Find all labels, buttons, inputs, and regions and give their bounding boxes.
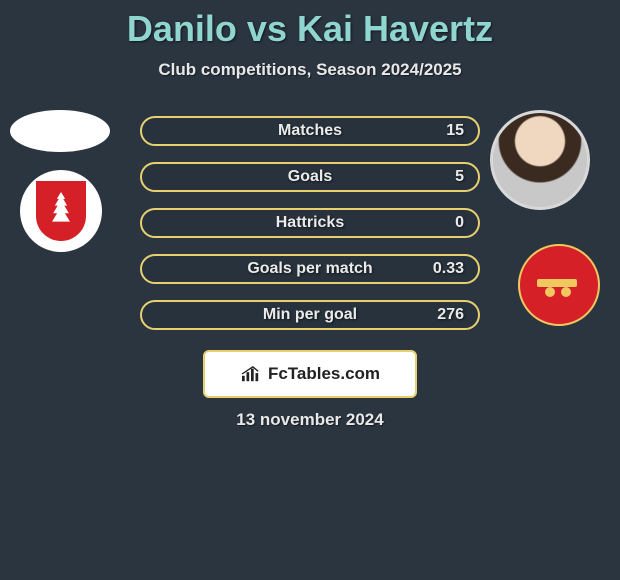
brand-box[interactable]: FcTables.com: [203, 350, 417, 398]
stat-row: Goals per match0.33: [140, 254, 480, 284]
stat-row: Goals5: [140, 162, 480, 192]
stat-value-right: 15: [446, 122, 464, 140]
arsenal-cannon-icon: [535, 275, 583, 295]
player-right-avatar: [490, 110, 590, 210]
page-subtitle: Club competitions, Season 2024/2025: [0, 60, 620, 80]
stat-label: Min per goal: [156, 306, 464, 324]
page-title: Danilo vs Kai Havertz: [0, 0, 620, 50]
stat-value-right: 276: [437, 306, 464, 324]
stat-label: Goals per match: [156, 260, 464, 278]
stat-row: Min per goal276: [140, 300, 480, 330]
forest-shield: [36, 181, 86, 241]
brand-chart-icon: [240, 365, 262, 383]
brand-text: FcTables.com: [268, 364, 380, 384]
forest-tree-icon: [47, 192, 75, 230]
stat-label: Matches: [156, 122, 464, 140]
stats-area: Matches15 Goals5 Hattricks0 Goals per match…: [0, 110, 620, 340]
stat-value-right: 5: [455, 168, 464, 186]
stat-row: Matches15: [140, 116, 480, 146]
player-left-club-badge: [20, 170, 102, 252]
stat-value-right: 0: [455, 214, 464, 232]
stat-value-right: 0.33: [433, 260, 464, 278]
stat-row: Hattricks0: [140, 208, 480, 238]
stat-label: Goals: [156, 168, 464, 186]
stat-label: Hattricks: [156, 214, 464, 232]
date-line: 13 november 2024: [0, 410, 620, 430]
player-right-club-badge: [518, 244, 600, 326]
player-left-avatar: [10, 110, 110, 152]
